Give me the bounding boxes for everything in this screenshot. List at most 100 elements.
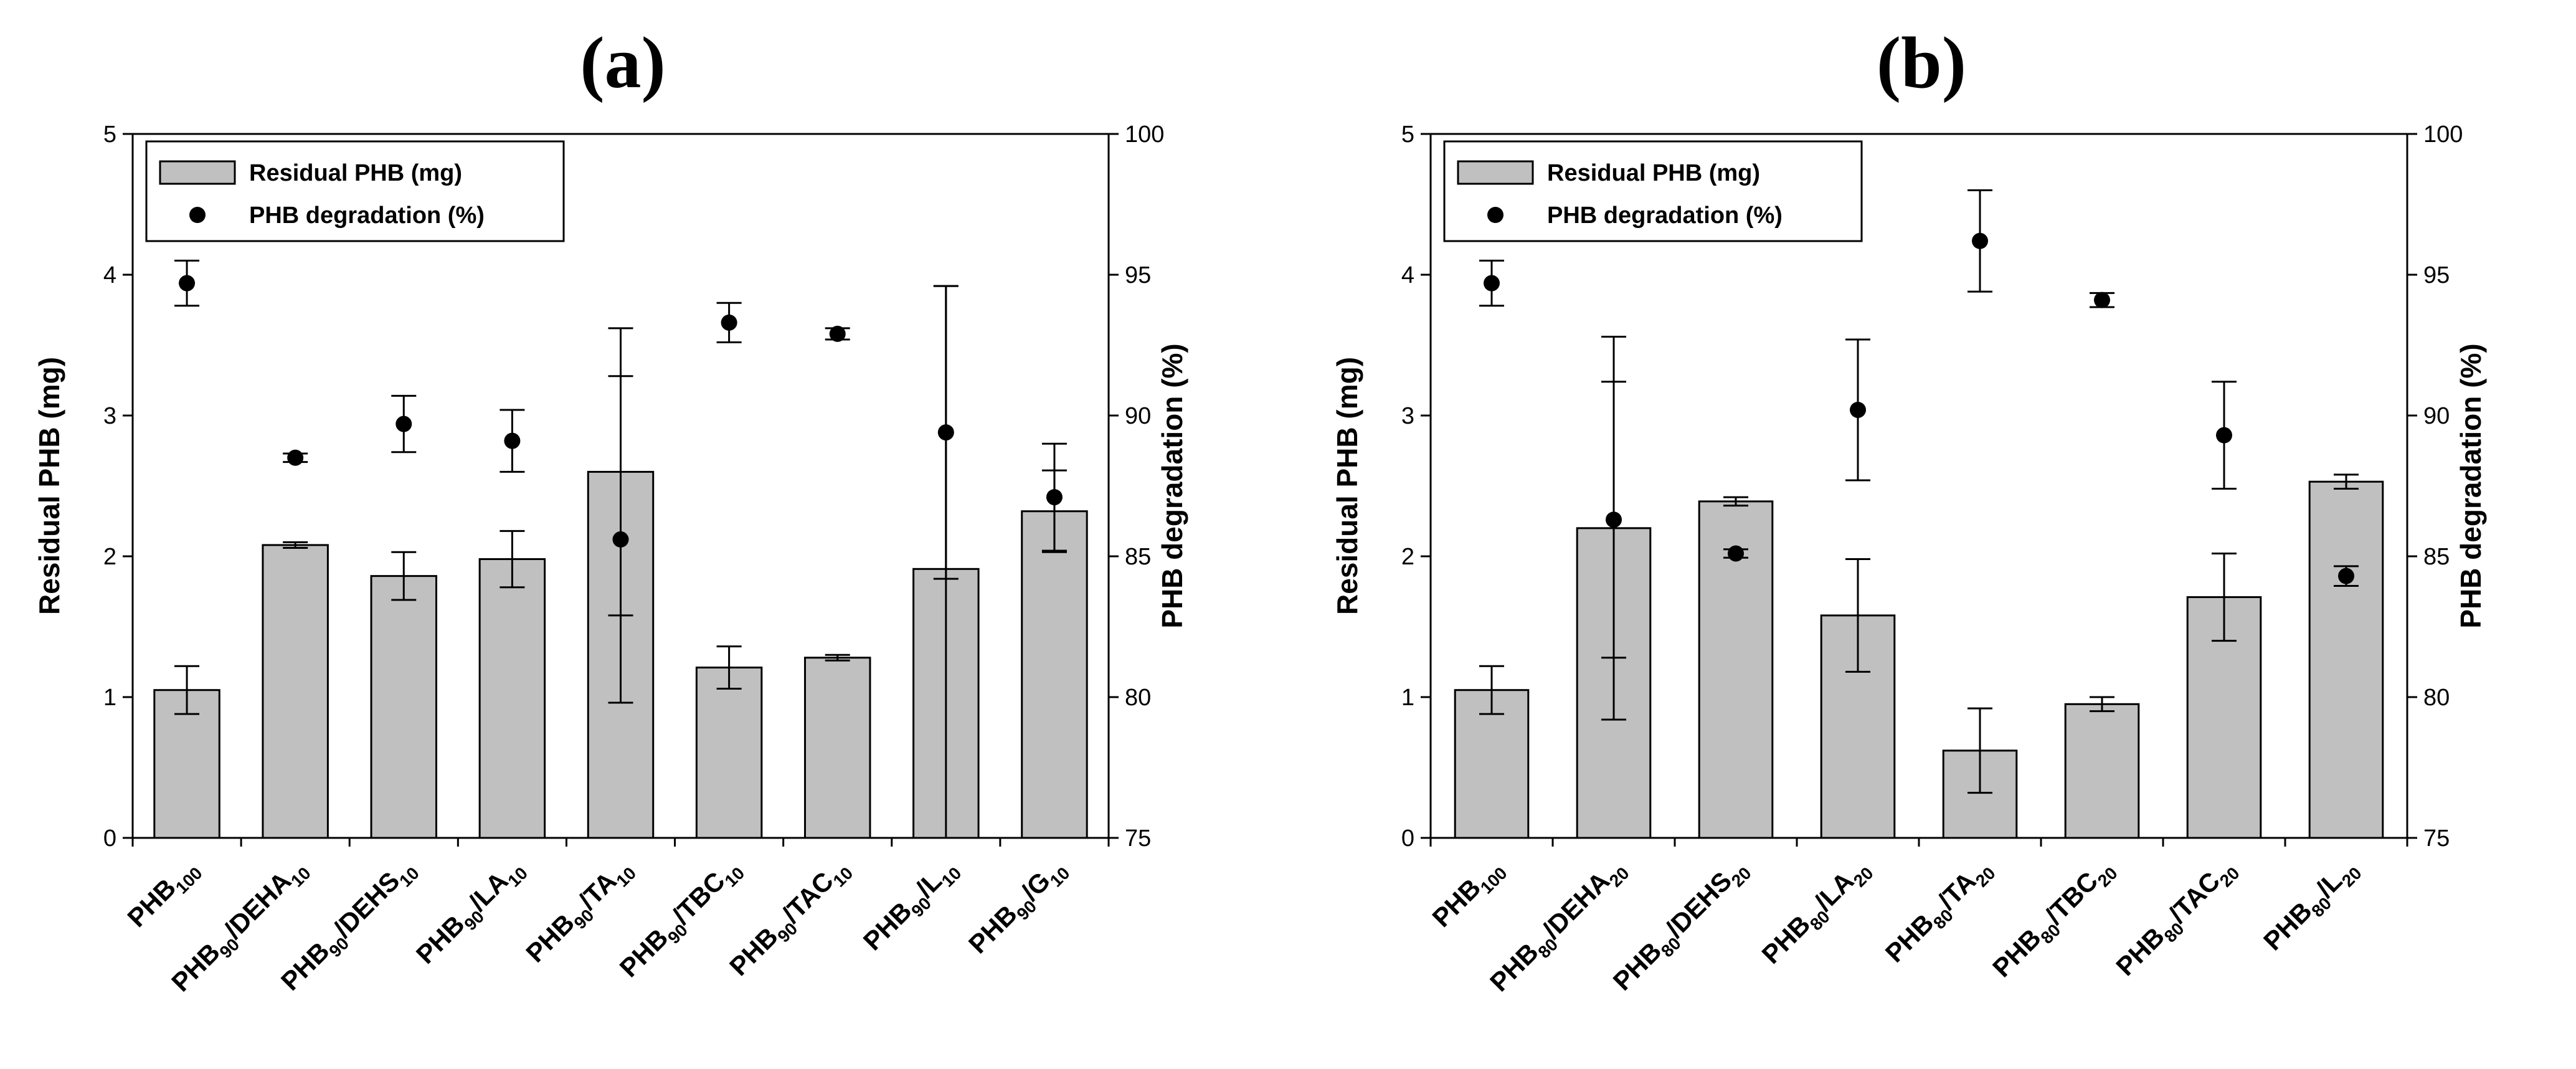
category-text: /L xyxy=(2311,866,2348,903)
legend-bar-swatch xyxy=(159,160,236,185)
category-text: PHB xyxy=(410,910,470,969)
degradation-point xyxy=(1606,511,1622,528)
y2-axis-title: PHB degradation (%) xyxy=(1156,343,1188,628)
legend-label-points: PHB degradation (%) xyxy=(249,202,485,229)
y-tick-label: 5 xyxy=(103,121,116,148)
degradation-point xyxy=(2338,568,2354,584)
category-text: PHB xyxy=(1987,923,2047,982)
degradation-point xyxy=(1484,275,1500,292)
y2-tick-label: 90 xyxy=(2423,403,2450,429)
panel-label: (a) xyxy=(580,22,666,103)
category-text: PHB xyxy=(1880,908,1939,968)
y2-tick-label: 85 xyxy=(2423,544,2450,570)
bar xyxy=(803,657,871,839)
category-text: PHB xyxy=(166,938,225,997)
legend-bar-swatch xyxy=(1457,160,1534,185)
bar xyxy=(2308,480,2384,839)
category-label: PHB80/TA20 xyxy=(1880,852,1999,972)
category-text: /LA xyxy=(1809,866,1859,916)
category-text: PHB xyxy=(963,900,1023,959)
degradation-point xyxy=(1728,545,1744,562)
y-tick-label: 4 xyxy=(1401,262,1414,288)
degradation-point xyxy=(937,424,954,441)
legend-box xyxy=(145,140,565,242)
category-label: PHB90/L10 xyxy=(858,852,965,960)
degradation-point xyxy=(612,531,629,548)
category-text: /TA xyxy=(573,866,622,915)
category-text: PHB xyxy=(1756,910,1816,969)
y-tick-label: 0 xyxy=(103,825,116,852)
category-text: /DEHS xyxy=(328,866,405,943)
category-text: PHB xyxy=(1484,938,1544,997)
category-text: /DEHA xyxy=(1537,866,1616,944)
chart-panel-b: (b) 0 1 2 3 4 5 75 80 85 90 95 100 Residual PHB (mg) P… xyxy=(1331,22,2487,997)
legend-dot-swatch xyxy=(1487,207,1503,223)
bar xyxy=(1021,510,1088,839)
category-text: PHB xyxy=(724,921,784,981)
category-text: PHB xyxy=(121,873,181,933)
panel-label: (b) xyxy=(1877,22,1966,103)
category-label: PHB80/TAC20 xyxy=(2110,852,2243,985)
category-label: PHB90/LA10 xyxy=(410,852,531,973)
category-text: /G xyxy=(1016,866,1056,906)
y2-tick-label: 80 xyxy=(1125,685,1151,711)
bar xyxy=(262,544,329,839)
degradation-point xyxy=(179,275,196,292)
degradation-point xyxy=(1972,232,1988,249)
y2-tick-label: 80 xyxy=(2423,685,2450,711)
legend-label-bars: Residual PHB (mg) xyxy=(249,160,462,186)
category-text: /DEHA xyxy=(219,866,297,944)
y2-tick-label: 100 xyxy=(2423,121,2463,148)
y-axis-title: Residual PHB (mg) xyxy=(1331,357,1363,615)
category-text: /TAC xyxy=(777,866,839,928)
y2-tick-label: 95 xyxy=(1125,262,1151,288)
degradation-point xyxy=(395,416,412,432)
bar xyxy=(370,575,438,839)
bar xyxy=(2064,703,2140,839)
bar xyxy=(478,558,546,839)
category-text: PHB xyxy=(275,936,335,996)
category-text: /TA xyxy=(1932,866,1981,915)
y2-tick-label: 100 xyxy=(1125,121,1164,148)
category-text: /L xyxy=(911,866,948,903)
y-tick-label: 3 xyxy=(1401,403,1414,429)
category-text: PHB xyxy=(614,923,674,982)
y-axis-title: Residual PHB (mg) xyxy=(33,357,65,615)
category-text: /TBC xyxy=(2040,866,2104,930)
y2-tick-label: 75 xyxy=(1125,825,1151,852)
y-tick-label: 1 xyxy=(1401,685,1414,711)
legend-label-points: PHB degradation (%) xyxy=(1547,202,1783,229)
category-text: PHB xyxy=(1608,936,1667,996)
legend-box xyxy=(1443,140,1863,242)
category-label: PHB100 xyxy=(1426,852,1510,936)
degradation-point xyxy=(504,432,521,449)
y2-tick-label: 75 xyxy=(2423,825,2450,852)
category-text: /TBC xyxy=(666,866,731,930)
degradation-point xyxy=(829,325,846,342)
bar xyxy=(695,667,763,839)
category-label: PHB90/G10 xyxy=(963,852,1074,963)
category-label: PHB80/L20 xyxy=(2258,852,2365,960)
y2-tick-label: 95 xyxy=(2423,262,2450,288)
legend-label-bars: Residual PHB (mg) xyxy=(1547,160,1760,186)
category-text: PHB xyxy=(858,896,917,956)
category-text: /LA xyxy=(463,866,514,916)
category-text: /DEHS xyxy=(1660,866,1737,943)
y-tick-label: 3 xyxy=(103,403,116,429)
y2-tick-label: 85 xyxy=(1125,544,1151,570)
degradation-point xyxy=(2216,427,2232,444)
y-tick-label: 2 xyxy=(103,544,116,570)
y2-axis-title: PHB degradation (%) xyxy=(2455,343,2487,628)
degradation-point xyxy=(721,314,737,331)
degradation-point xyxy=(287,449,304,466)
category-label: PHB80/TBC20 xyxy=(1987,852,2121,987)
y-tick-label: 1 xyxy=(103,685,116,711)
category-text: PHB xyxy=(1426,873,1486,933)
category-text: /TAC xyxy=(2163,866,2225,928)
category-text: PHB xyxy=(520,908,580,968)
plot-frame xyxy=(131,133,1110,839)
y-tick-label: 4 xyxy=(103,262,116,288)
chart-panel-a: (a) 0 1 2 3 4 5 75 80 85 90 95 100 Residual PHB (mg) P… xyxy=(33,22,1188,997)
legend-dot-swatch xyxy=(189,207,206,223)
